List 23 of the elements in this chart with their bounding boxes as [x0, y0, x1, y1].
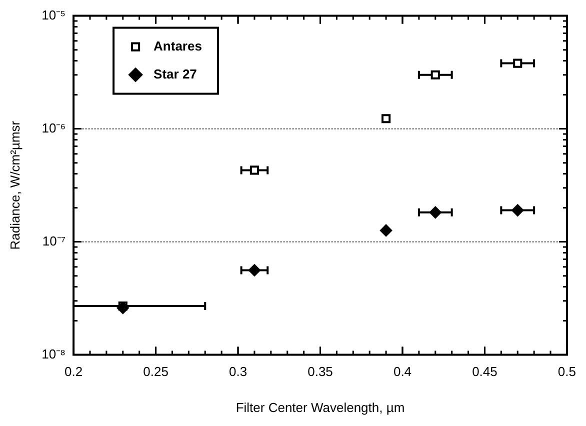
point: [250, 166, 259, 175]
x-tick-label: 0.45: [472, 364, 498, 380]
point: [512, 204, 524, 216]
point: [380, 224, 392, 236]
point: [248, 264, 260, 276]
point: [382, 114, 391, 124]
y-tick-label: 10⁻⁵: [42, 7, 66, 22]
y-tick-label: 10⁻⁶: [42, 120, 66, 136]
y-tick-label: 10⁻⁷: [42, 233, 66, 248]
x-tick-label: 0.3: [228, 364, 248, 380]
x-tick-label: 0.5: [558, 364, 576, 380]
x-tick-label: 0.4: [393, 364, 412, 380]
legend-label: Star 27: [154, 66, 197, 82]
point: [429, 206, 442, 218]
point: [513, 58, 522, 68]
x-tick-label: 0.25: [143, 364, 168, 380]
y-axis-title: Radiance, W/cm²µmsr: [7, 120, 22, 250]
point: [430, 70, 440, 80]
x-tick-label: 0.2: [64, 364, 83, 380]
y-tick-label: 10⁻⁸: [42, 346, 66, 362]
x-tick-label: 0.35: [308, 364, 333, 380]
x-axis-title: Filter Center Wavelength, µm: [236, 400, 405, 415]
legend-label: Antares: [154, 38, 202, 54]
